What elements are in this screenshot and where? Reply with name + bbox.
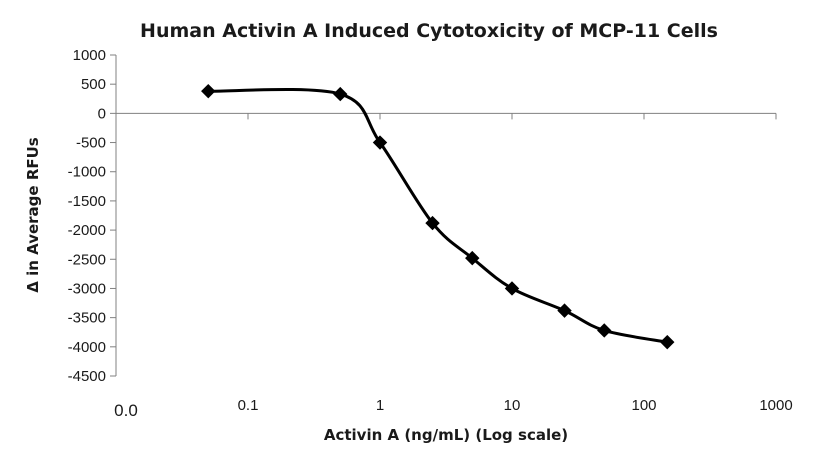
y-axis: 1000 500 0 -500 -1000 -1500 -2000 -2500 -3000 -35… <box>68 47 117 385</box>
data-point <box>557 303 572 318</box>
y-tick-label: -1000 <box>68 164 106 181</box>
x-axis-title: Activin A (ng/mL) (Log scale) <box>324 426 568 444</box>
data-point <box>425 215 440 231</box>
data-point <box>504 281 520 296</box>
y-tick-label: -2500 <box>68 251 106 268</box>
x-tick-label: 1000 <box>759 397 792 414</box>
x-tick-label: 1 <box>376 397 384 414</box>
data-point <box>597 323 612 338</box>
y-tick-label: -1500 <box>68 193 106 210</box>
y-tick-label: -4500 <box>68 368 106 385</box>
y-tick-label: -4000 <box>68 339 106 356</box>
x-tick-label: 0.0 <box>114 401 138 420</box>
plot-area <box>201 83 675 350</box>
y-axis-title: Δ in Average RFUs <box>24 137 42 293</box>
chart-title: Human Activin A Induced Cytotoxicity of … <box>140 20 718 42</box>
data-point <box>660 334 675 350</box>
y-tick-label: 1000 <box>73 47 106 64</box>
y-tick-label: -500 <box>76 135 106 152</box>
y-tick-label: -3500 <box>68 310 106 327</box>
data-point <box>465 250 480 266</box>
data-point <box>201 83 216 99</box>
x-tick-label: 10 <box>504 397 521 414</box>
y-tick-label: -3000 <box>68 280 106 297</box>
x-tick-label: 0.1 <box>238 397 259 414</box>
y-tick-label: 500 <box>81 76 106 93</box>
y-tick-label: 0 <box>98 105 106 122</box>
data-point <box>372 135 388 150</box>
x-axis: 0.0 0.1 1 10 100 1000 <box>114 112 793 420</box>
x-tick-label: 100 <box>631 397 656 414</box>
data-point <box>333 86 348 102</box>
y-tick-label: -2000 <box>68 222 106 239</box>
series-line <box>208 88 668 344</box>
